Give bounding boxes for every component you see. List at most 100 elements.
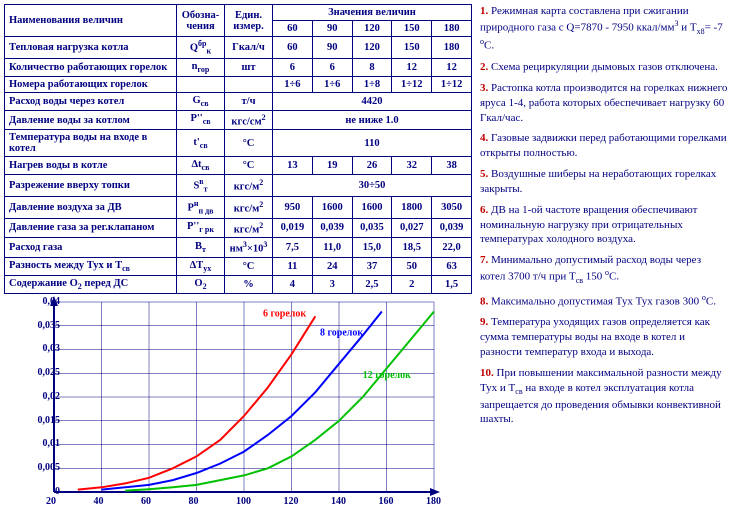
xtick-label: 40 — [94, 496, 104, 507]
col-hdr: 180 — [432, 21, 472, 37]
row-sym: ∆tсв — [177, 157, 225, 175]
row-val: 90 — [312, 37, 352, 59]
row-val: 26 — [352, 157, 392, 175]
table-row: Расход газаBтнм3×1037,511,015,018,522,0 — [5, 238, 472, 258]
row-val: 38 — [432, 157, 472, 175]
row-val: 22,0 — [432, 238, 472, 258]
row-sym: Bт — [177, 238, 225, 258]
hdr-unit: Един. измер. — [225, 5, 273, 37]
xtick-label: 160 — [379, 496, 394, 507]
row-val: 4 — [273, 275, 313, 293]
table-row: Температура воды на входе в котелt'св°С1… — [5, 130, 472, 157]
row-sym: P''г рк — [177, 218, 225, 238]
hdr-name: Наименования величин — [5, 5, 177, 37]
chart-area: 6 горелок8 горелок12 горелок 00,0050,010… — [54, 302, 454, 507]
row-name: Давление воздуха за ДВ — [5, 196, 177, 218]
col-hdr: 150 — [392, 21, 432, 37]
row-name: Расход воды через котел — [5, 92, 177, 110]
row-val: 11 — [273, 257, 313, 275]
row-val: 0,039 — [432, 218, 472, 238]
row-val: 1÷6 — [273, 76, 313, 92]
row-unit: кгс/см2 — [225, 110, 273, 130]
table-row: Расход воды через котелGсвт/ч4420 — [5, 92, 472, 110]
xtick-label: 60 — [141, 496, 151, 507]
row-sym: Gсв — [177, 92, 225, 110]
row-sym: O2 — [177, 275, 225, 293]
xtick-label: 100 — [236, 496, 251, 507]
row-unit: шт — [225, 58, 273, 76]
ytick-label: 0,03 — [43, 343, 61, 354]
row-sym: Qбрк — [177, 37, 225, 59]
row-sym: t'св — [177, 130, 225, 157]
row-val: 7,5 — [273, 238, 313, 258]
table-row: Давление газа за рег.клапаномP''г рккгс/… — [5, 218, 472, 238]
note-item: 5. Воздушные шиберы на неработающих горе… — [480, 167, 729, 197]
ytick-label: 0,025 — [38, 367, 61, 378]
line-chart: 6 горелок8 горелок12 горелок — [54, 302, 444, 512]
note-item: 9. Температура уходящих газов определяет… — [480, 315, 729, 360]
row-val: 180 — [432, 37, 472, 59]
row-val: 1600 — [352, 196, 392, 218]
row-unit: т/ч — [225, 92, 273, 110]
row-val: 0,035 — [352, 218, 392, 238]
row-unit: нм3×103 — [225, 238, 273, 258]
row-val: 50 — [392, 257, 432, 275]
row-unit: % — [225, 275, 273, 293]
row-val: 24 — [312, 257, 352, 275]
table-row: Давление воздуха за ДВPнп двкгс/м2950160… — [5, 196, 472, 218]
ytick-label: 0,04 — [43, 296, 61, 307]
row-val: 2 — [392, 275, 432, 293]
col-hdr: 60 — [273, 21, 313, 37]
row-sym: nгор — [177, 58, 225, 76]
row-unit: кгс/м2 — [225, 218, 273, 238]
row-span: 110 — [273, 130, 472, 157]
row-name: Разность между Тух и Тсв — [5, 257, 177, 275]
xtick-label: 140 — [331, 496, 346, 507]
xtick-label: 20 — [46, 496, 56, 507]
row-val: 3050 — [432, 196, 472, 218]
row-val: 18,5 — [392, 238, 432, 258]
table-row: Номера работающих горелок1÷61÷61÷81÷121÷… — [5, 76, 472, 92]
row-name: Разрежение вверху топки — [5, 175, 177, 197]
table-row: Тепловая нагрузка котлаQбркГкал/ч6090120… — [5, 37, 472, 59]
ytick-label: 0,035 — [38, 320, 61, 331]
ytick-label: 0,02 — [43, 391, 61, 402]
row-sym: ∆Tух — [177, 257, 225, 275]
table-row: Давление воды за котломP''свкгс/см2не ни… — [5, 110, 472, 130]
row-sym: Pнп дв — [177, 196, 225, 218]
row-name: Давление газа за рег.клапаном — [5, 218, 177, 238]
table-row: Разность между Тух и Тсв∆Tух°С1124375063 — [5, 257, 472, 275]
row-val: 6 — [273, 58, 313, 76]
xtick-label: 80 — [189, 496, 199, 507]
row-val: 2,5 — [352, 275, 392, 293]
table-row: Нагрев воды в котле∆tсв°С1319263238 — [5, 157, 472, 175]
row-name: Давление воды за котлом — [5, 110, 177, 130]
row-name: Расход газа — [5, 238, 177, 258]
row-val: 32 — [392, 157, 432, 175]
row-unit: °С — [225, 130, 273, 157]
note-item: 8. Максимально допустимая Тух Тух газов … — [480, 293, 729, 310]
note-item: 3. Растопка котла производится на горелк… — [480, 81, 729, 126]
row-val: 150 — [392, 37, 432, 59]
xtick-label: 180 — [426, 496, 441, 507]
col-hdr: 90 — [312, 21, 352, 37]
row-name: Тепловая нагрузка котла — [5, 37, 177, 59]
row-unit: °С — [225, 157, 273, 175]
row-val: 120 — [352, 37, 392, 59]
row-val: 37 — [352, 257, 392, 275]
row-val: 19 — [312, 157, 352, 175]
notes-panel: 1. Режимная карта составлена при сжигани… — [480, 4, 729, 507]
row-val: 0,019 — [273, 218, 313, 238]
row-name: Температура воды на входе в котел — [5, 130, 177, 157]
row-val: 15,0 — [352, 238, 392, 258]
table-row: Количество работающих горелокnгоршт66812… — [5, 58, 472, 76]
row-unit: кгс/м2 — [225, 196, 273, 218]
row-val: 11,0 — [312, 238, 352, 258]
table-row: Разрежение вверху топкиSвткгс/м230÷50 — [5, 175, 472, 197]
row-unit: кгс/м2 — [225, 175, 273, 197]
row-val: 3 — [312, 275, 352, 293]
row-val: 13 — [273, 157, 313, 175]
hdr-sym: Обозна- чения — [177, 5, 225, 37]
note-item: 4. Газовые задвижки перед работающими го… — [480, 131, 729, 161]
row-val: 1÷12 — [392, 76, 432, 92]
